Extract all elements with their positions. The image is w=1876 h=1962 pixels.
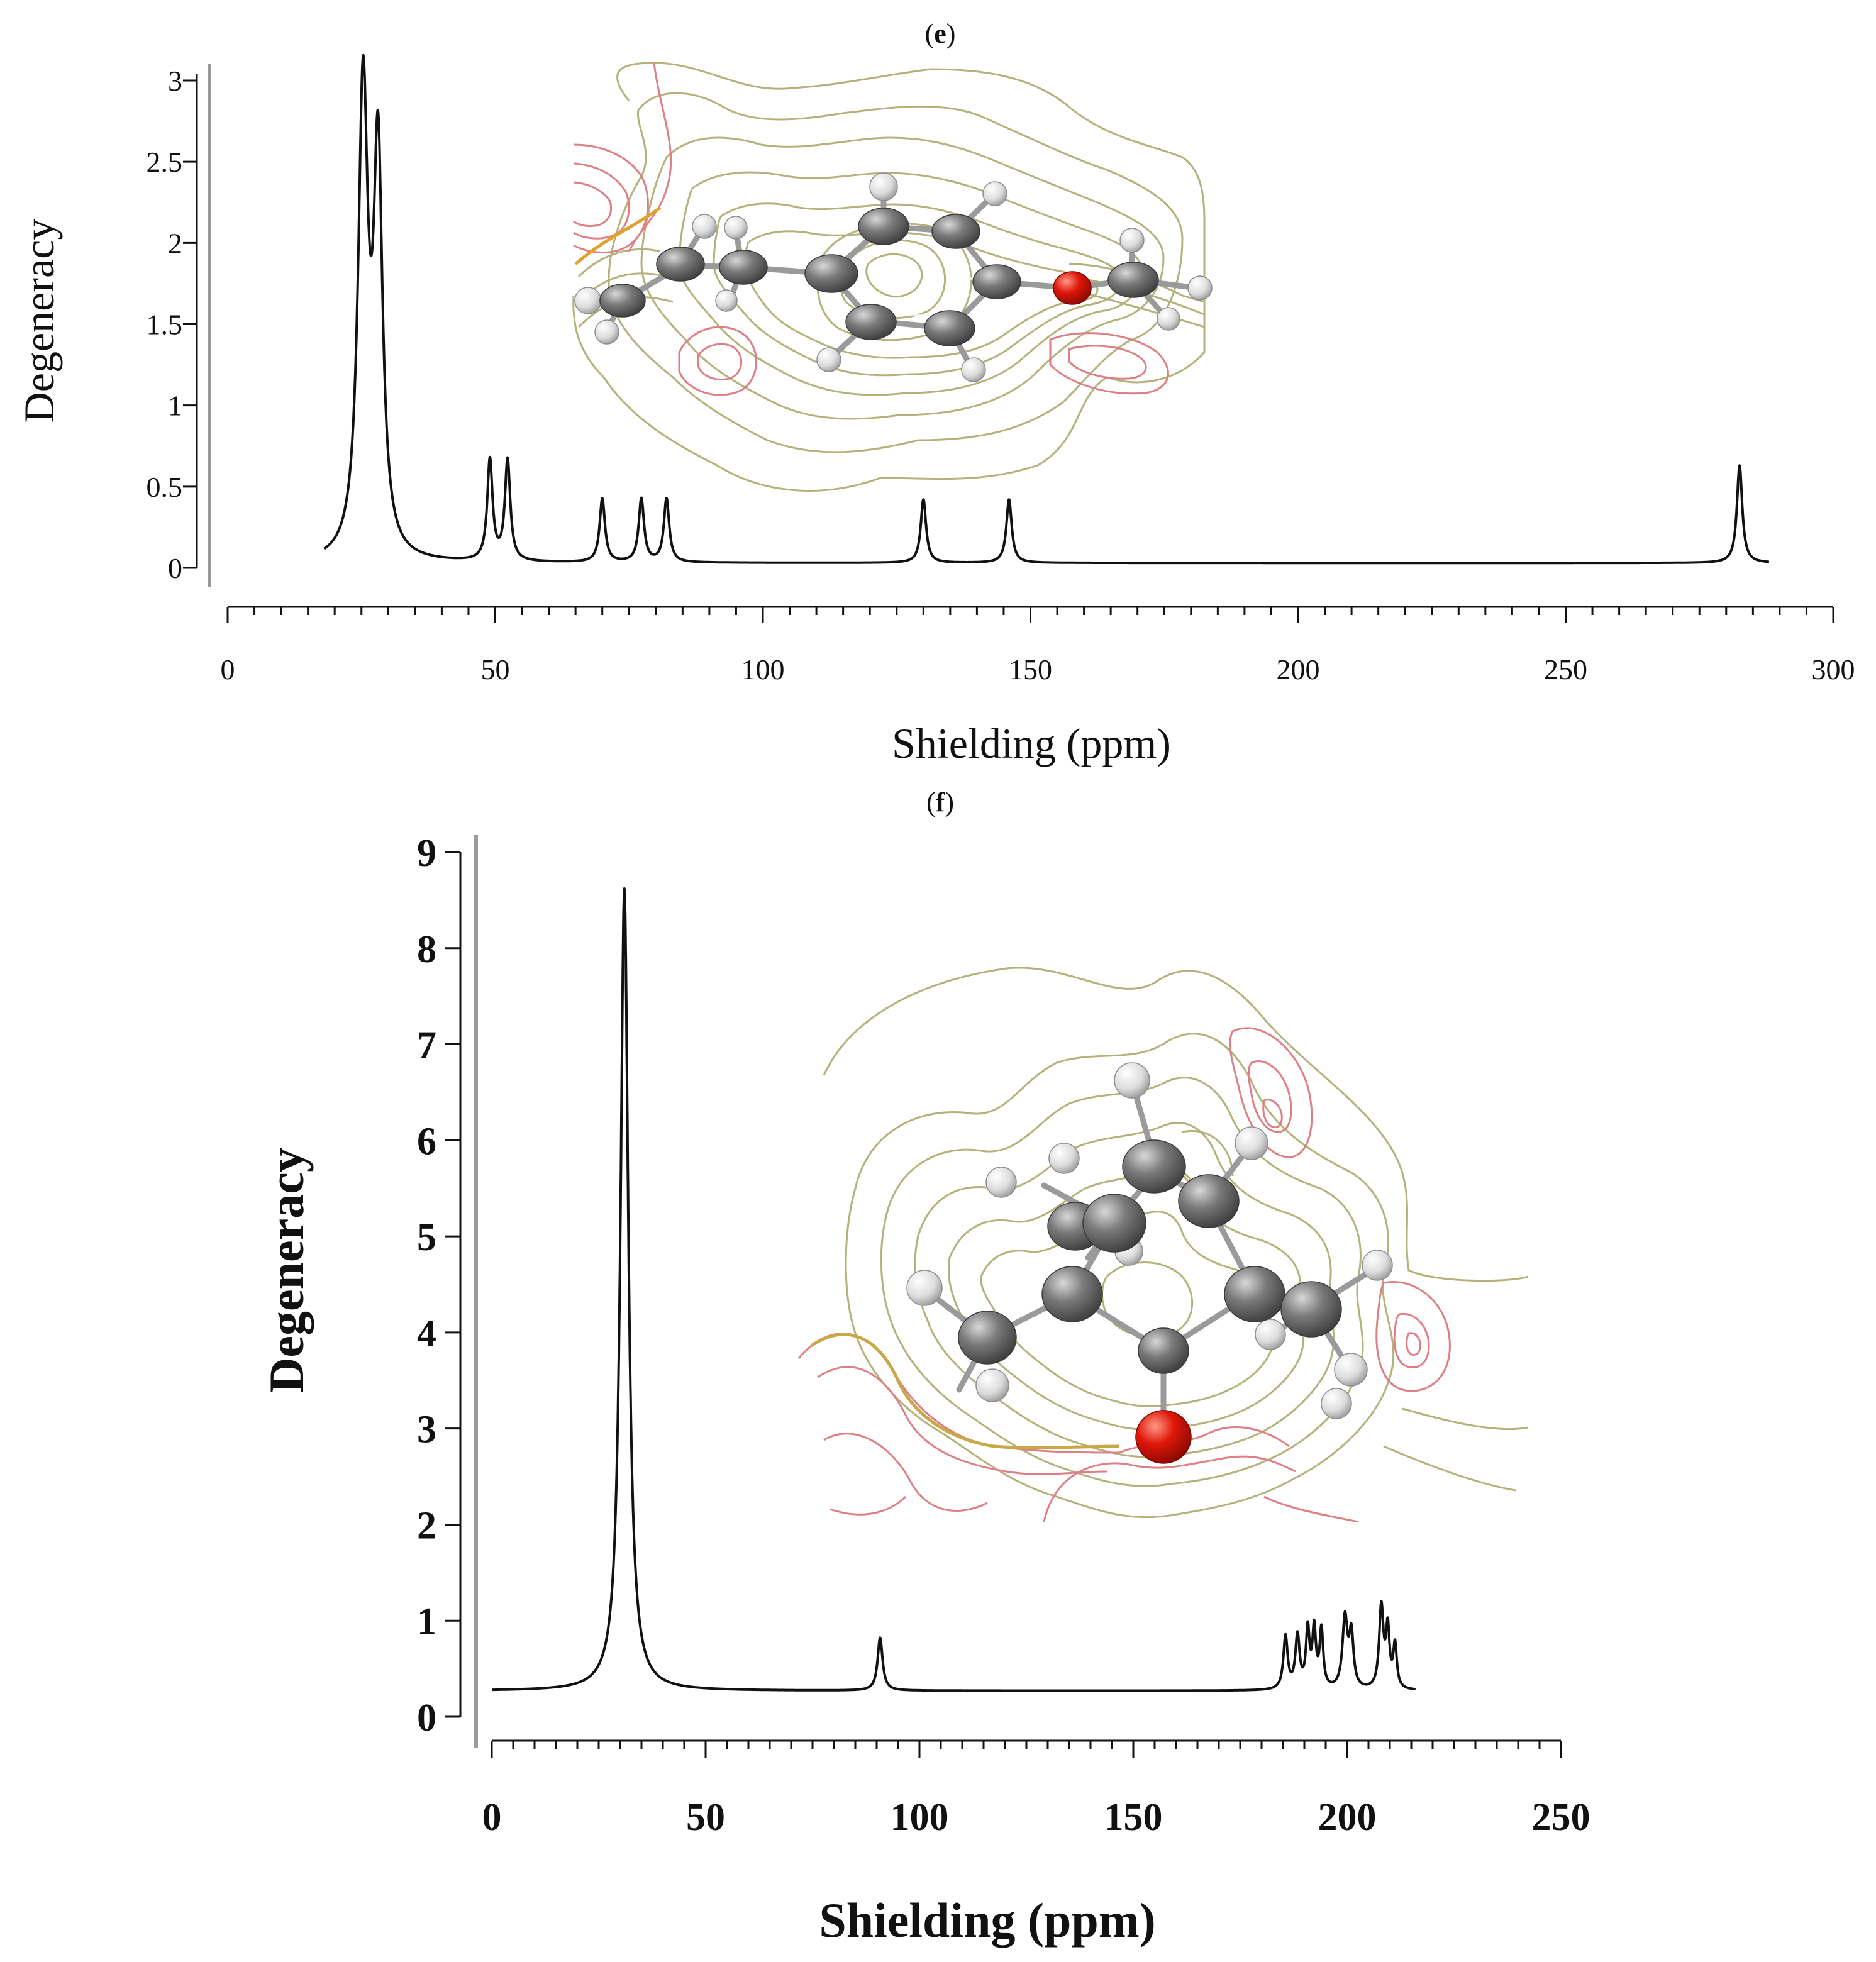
y-tick-label-e: 1.5 [147, 309, 183, 341]
y-tick-label-f: 5 [417, 1216, 436, 1259]
x-tick-label-e: 200 [1277, 653, 1320, 685]
spectrum-line-e [323, 53, 1770, 565]
y-tick-label-f: 9 [417, 832, 436, 875]
chart-panel-e: (e) [15, 18, 1855, 767]
y-tick-label-e: 0.5 [147, 471, 183, 503]
x-axis-title-f: Shielding (ppm) [819, 1893, 1155, 1948]
x-tick-label-f: 200 [1318, 1796, 1377, 1839]
y-tick-label-f: 1 [417, 1600, 436, 1643]
y-axis-title-f: Degeneracy [259, 1148, 314, 1393]
y-tick-label-e: 0 [168, 552, 182, 584]
x-tick-label-e: 300 [1812, 653, 1855, 685]
x-tick-label-e: 150 [1009, 653, 1052, 685]
y-tick-label-f: 8 [417, 928, 436, 971]
y-axis-title-e: Degeneracy [15, 219, 63, 423]
x-tick-label-e: 100 [741, 653, 785, 685]
y-tick-label-f: 2 [417, 1504, 436, 1547]
x-tick-label-f: 0 [482, 1796, 502, 1839]
panel-label-f: (f) [926, 787, 954, 818]
x-tick-label-e: 0 [221, 653, 235, 685]
y-tick-label-e: 2.5 [147, 146, 183, 178]
spectrum-line-f [491, 887, 1417, 1692]
molecular-electrostatic-contour-map-e [572, 62, 1213, 492]
x-tick-label-e: 250 [1544, 653, 1587, 685]
x-tick-label-f: 250 [1532, 1796, 1590, 1839]
x-tick-label-e: 50 [481, 653, 510, 685]
x-axis-title-e: Shielding (ppm) [892, 719, 1171, 767]
y-tick-label-f: 0 [417, 1697, 436, 1739]
molecular-electrostatic-contour-map-f [797, 967, 1529, 1523]
y-tick-label-f: 3 [417, 1409, 436, 1451]
x-tick-label-f: 100 [891, 1796, 949, 1839]
x-tick-label-f: 50 [686, 1796, 725, 1839]
y-tick-label-f: 7 [417, 1024, 436, 1067]
y-tick-label-f: 4 [417, 1312, 436, 1355]
y-tick-label-f: 6 [417, 1120, 436, 1163]
y-tick-label-e: 3 [168, 65, 182, 97]
panel-label-e: (e) [925, 18, 956, 49]
y-tick-label-e: 2 [168, 227, 182, 259]
x-tick-label-f: 150 [1104, 1796, 1163, 1839]
y-tick-label-e: 1 [168, 390, 182, 422]
chart-panel-f: (f) [259, 787, 1590, 1948]
